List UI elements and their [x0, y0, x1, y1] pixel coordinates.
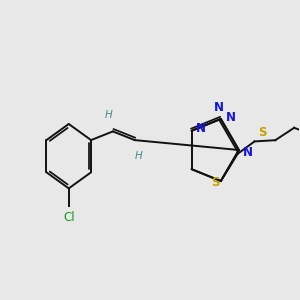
Text: S: S: [211, 176, 219, 189]
Text: N: N: [214, 101, 224, 114]
Text: N: N: [226, 111, 236, 124]
Text: H: H: [105, 110, 113, 120]
Text: N: N: [243, 146, 253, 159]
Text: H: H: [135, 151, 142, 161]
Text: N: N: [196, 122, 206, 135]
Text: S: S: [259, 126, 267, 139]
Text: Cl: Cl: [63, 211, 75, 224]
